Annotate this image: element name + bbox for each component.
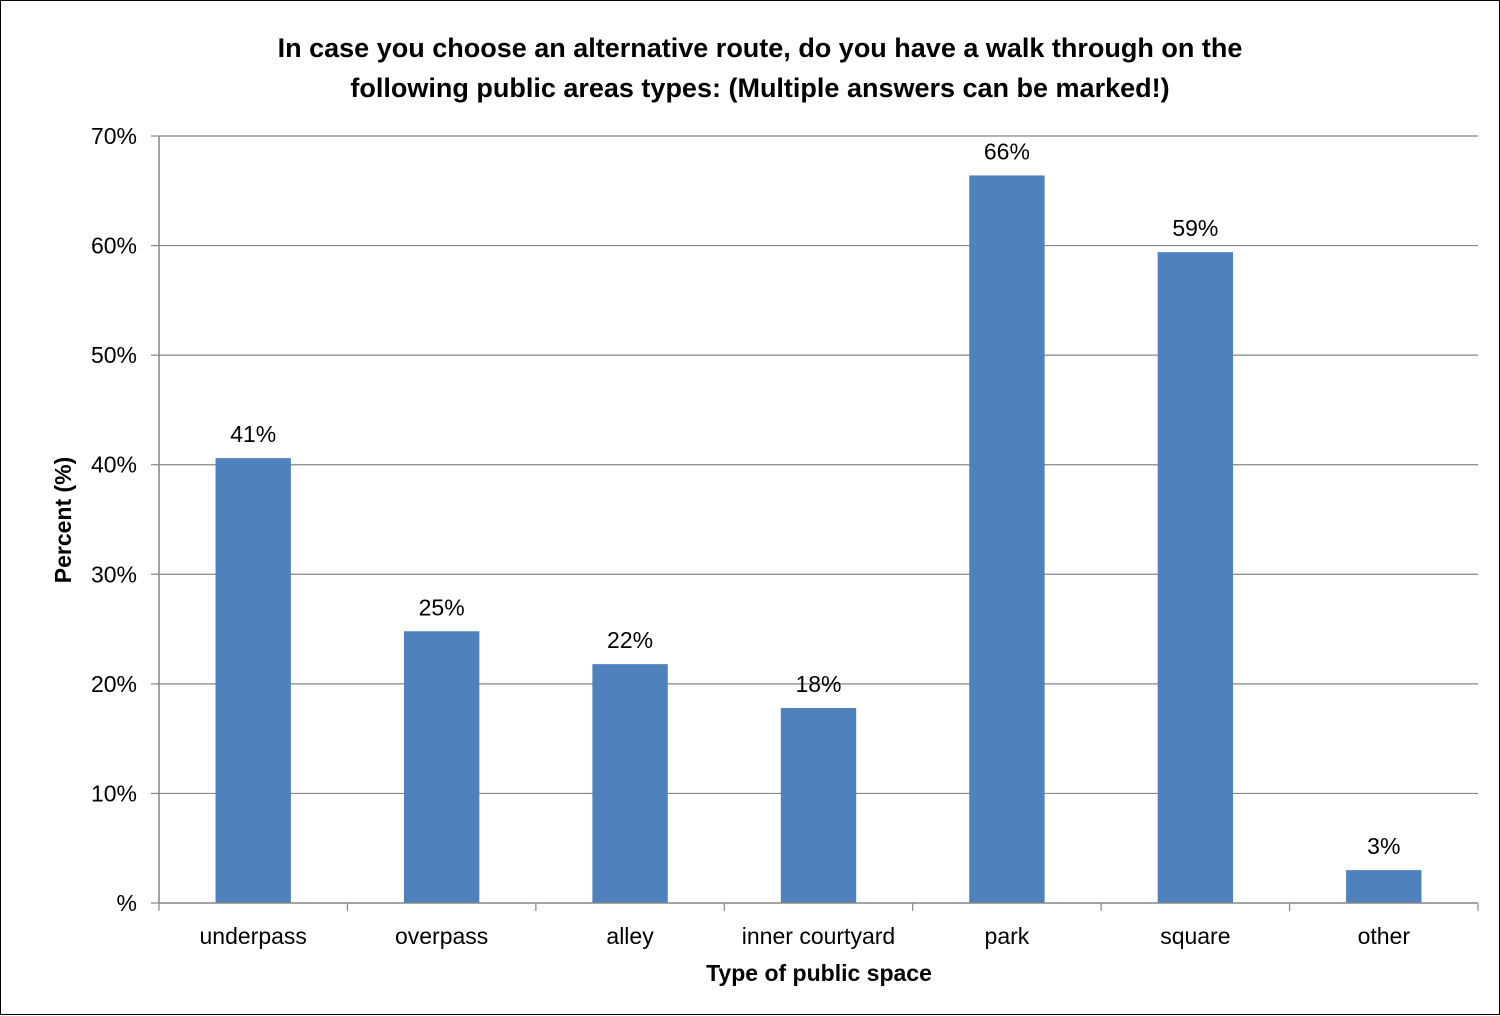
y-tick-label: 60% <box>91 233 137 259</box>
x-tick-label: overpass <box>395 923 488 949</box>
bar-park <box>969 175 1045 904</box>
data-label-underpass: 41% <box>230 421 276 447</box>
bar-square <box>1157 252 1234 903</box>
data-label-square: 59% <box>1172 215 1218 241</box>
data-label-alley: 22% <box>607 627 653 653</box>
y-tick-label: 10% <box>91 780 137 806</box>
y-tick-label: 40% <box>91 452 137 478</box>
x-tick-label: square <box>1160 923 1230 949</box>
data-labels: 41% 25% 22% 18% 66% 59% 3% <box>230 138 1400 859</box>
y-tick-label: % <box>117 890 137 916</box>
x-tick-label: underpass <box>200 923 307 949</box>
bars <box>215 175 1422 904</box>
y-tick-label: 50% <box>91 342 137 368</box>
chart-title-line-2: following public areas types: (Multiple … <box>350 73 1169 103</box>
bar-underpass <box>215 458 291 903</box>
x-tick-label: other <box>1358 923 1411 949</box>
x-axis-ticks: underpass overpass alley inner courtyard par… <box>158 903 1479 949</box>
bar-overpass <box>403 631 480 903</box>
bar-other <box>1346 870 1422 903</box>
x-tick-label: inner courtyard <box>742 923 895 949</box>
y-axis-ticks: % 10% 20% 30% 40% 50% 60% 70% <box>91 123 159 916</box>
y-tick-label: 20% <box>91 671 137 697</box>
y-tick-label: 70% <box>91 123 137 149</box>
x-tick-label: alley <box>606 923 654 949</box>
y-tick-label: 30% <box>91 561 137 587</box>
bar-alley <box>592 664 668 903</box>
gridlines <box>159 135 1478 795</box>
data-label-other: 3% <box>1367 833 1400 859</box>
bar-inner-courtyard <box>780 707 857 903</box>
data-label-park: 66% <box>984 138 1030 164</box>
data-label-overpass: 25% <box>419 594 465 620</box>
chart-title-line-1: In case you choose an alternative route,… <box>278 33 1243 63</box>
x-tick-label: park <box>985 923 1030 949</box>
y-axis-label: Percent (%) <box>50 457 76 584</box>
x-axis-label: Type of public space <box>706 960 932 986</box>
data-label-inner-courtyard: 18% <box>795 671 841 697</box>
